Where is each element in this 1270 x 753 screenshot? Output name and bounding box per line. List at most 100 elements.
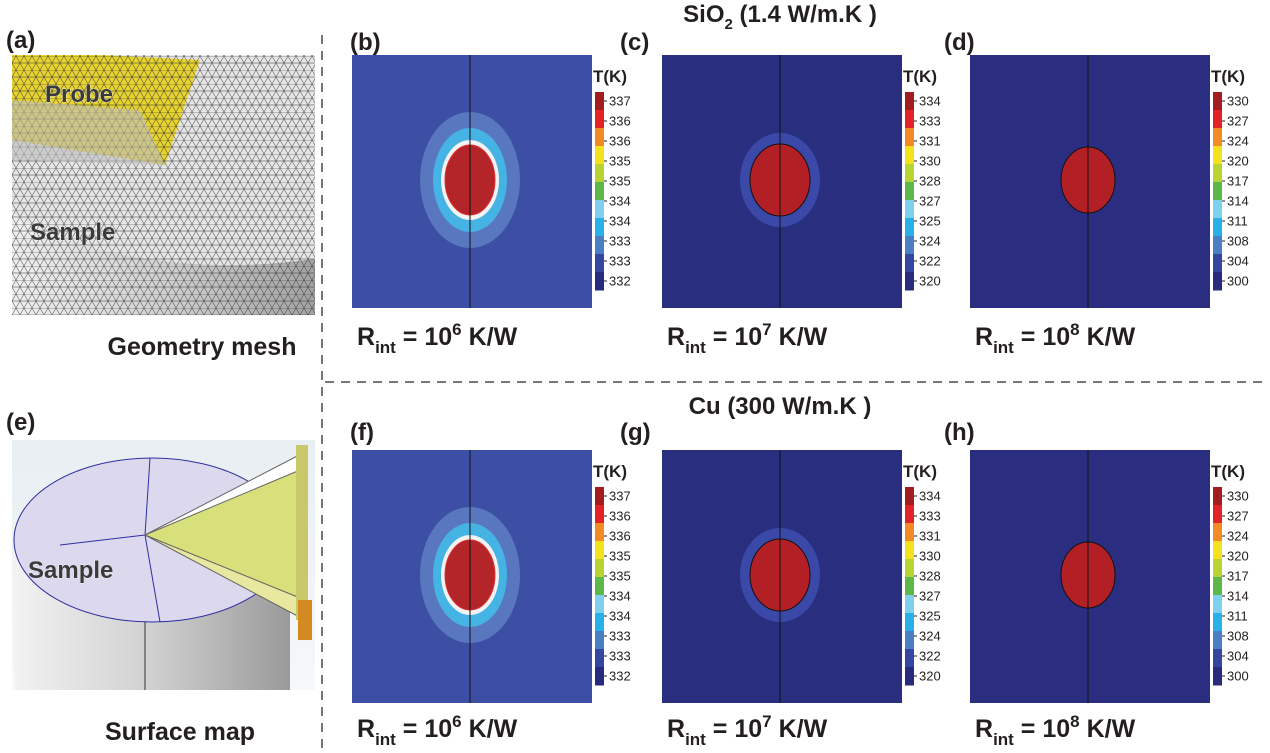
colorbar-segment	[905, 613, 914, 632]
colorbar-tick-label: 334	[609, 214, 631, 229]
colorbar-segment	[595, 92, 604, 111]
colorbar-segment	[1213, 254, 1222, 273]
colorbar-segment	[1213, 595, 1222, 614]
colorbar-tick-label: 327	[919, 194, 941, 209]
colorbar-segment	[1213, 236, 1222, 255]
colorbar-tick-label: 332	[609, 274, 631, 289]
caption-part: = 10	[706, 715, 762, 743]
colorbar-segment	[595, 164, 604, 183]
surface-image	[12, 440, 315, 690]
colorbar-tick-label: 300	[1227, 669, 1249, 684]
colorbar-segment	[1213, 649, 1222, 668]
colorbar-segment	[1213, 146, 1222, 165]
colorbar-tick-label: 331	[919, 134, 941, 149]
probe-label: Probe	[45, 81, 113, 108]
panel-label: (a)	[6, 27, 35, 54]
colorbar-tick-label: 330	[919, 549, 941, 564]
colorbar-tick-label: 325	[919, 609, 941, 624]
colorbar-segment	[1213, 613, 1222, 632]
colorbar-tick-label: 308	[1227, 629, 1249, 644]
colorbar-segment	[905, 487, 914, 506]
panel-label: (h)	[944, 419, 975, 446]
header-text: SiO	[683, 1, 724, 28]
colorbar-segment	[905, 128, 914, 147]
colorbar-segment	[595, 613, 604, 632]
colorbar-segment	[905, 218, 914, 237]
header-text: (1.4 W/m.K )	[733, 1, 877, 28]
colorbar-segment	[905, 110, 914, 129]
colorbar-segment	[1213, 164, 1222, 183]
colorbar-tick-label: 334	[919, 94, 941, 109]
colorbar-segment	[905, 649, 914, 668]
colorbar-tick-label: 330	[1227, 489, 1249, 504]
colorbar-segment	[595, 128, 604, 147]
panel-label: (f)	[350, 419, 374, 446]
colorbar-segment	[595, 559, 604, 578]
colorbar-tick-label: 335	[609, 154, 631, 169]
heat-map	[662, 55, 902, 308]
colorbar-segment	[595, 272, 604, 291]
colorbar-title: T(K)	[903, 462, 937, 481]
colorbar-tick-label: 327	[1227, 509, 1249, 524]
colorbar-tick-label: 324	[919, 629, 941, 644]
colorbar-tick-label: 322	[919, 649, 941, 664]
colorbar-segment	[595, 254, 604, 273]
header-sub: 2	[724, 16, 732, 33]
colorbar-segment	[905, 146, 914, 165]
colorbar-segment	[595, 505, 604, 524]
map-caption: Rint = 106 K/W	[357, 712, 518, 749]
panel-caption: Geometry mesh	[108, 333, 297, 361]
colorbar-tick-label: 335	[609, 174, 631, 189]
colorbar-segment	[595, 595, 604, 614]
map-caption: Rint = 108 K/W	[975, 712, 1136, 749]
colorbar-tick-label: 324	[1227, 529, 1249, 544]
row-header: SiO2 (1.4 W/m.K )	[683, 1, 877, 33]
colorbar-tick-label: 317	[1227, 569, 1249, 584]
caption-part: K/W	[772, 323, 828, 351]
heat-map	[352, 55, 592, 308]
map-caption: Rint = 107 K/W	[667, 712, 828, 749]
caption-part: = 10	[1014, 323, 1070, 351]
map-caption: Rint = 108 K/W	[975, 320, 1136, 357]
colorbar-tick-label: 304	[1227, 254, 1249, 269]
caption-part: R	[667, 323, 685, 351]
colorbar-tick-label: 337	[609, 94, 631, 109]
colorbar-title: T(K)	[593, 67, 627, 86]
colorbar-segment	[595, 577, 604, 596]
map-caption: Rint = 107 K/W	[667, 320, 828, 357]
caption-sub: int	[375, 338, 396, 357]
colorbar-segment	[595, 218, 604, 237]
colorbar-title: T(K)	[1211, 67, 1245, 86]
colorbar-segment	[595, 110, 604, 129]
colorbar-segment	[905, 523, 914, 542]
colorbar-segment	[595, 523, 604, 542]
caption-part: R	[357, 323, 375, 351]
colorbar-segment	[595, 487, 604, 506]
caption-part: R	[357, 715, 375, 743]
colorbar-segment	[595, 200, 604, 219]
mesh-image	[12, 55, 315, 315]
caption-sup: 6	[452, 320, 461, 339]
caption-sup: 8	[1070, 320, 1079, 339]
colorbar-segment	[1213, 272, 1222, 291]
colorbar-tick-label: 334	[609, 589, 631, 604]
colorbar-segment	[1213, 667, 1222, 686]
colorbar-segment	[905, 505, 914, 524]
colorbar-segment	[595, 631, 604, 650]
colorbar-tick-label: 320	[1227, 549, 1249, 564]
colorbar-segment	[905, 577, 914, 596]
colorbar-segment	[1213, 541, 1222, 560]
panel-label: (e)	[6, 409, 35, 436]
colorbar-segment	[595, 649, 604, 668]
panel-label: (b)	[350, 29, 381, 56]
panel-label: (d)	[944, 29, 975, 56]
panel-label: (g)	[620, 419, 651, 446]
caption-sub: int	[993, 730, 1014, 749]
caption-sup: 8	[1070, 712, 1079, 731]
header-text: Cu (300 W/m.K )	[689, 393, 872, 420]
colorbar-tick-label: 328	[919, 174, 941, 189]
colorbar-tick-label: 333	[609, 254, 631, 269]
colorbar-tick-label: 320	[919, 274, 941, 289]
colorbar-segment	[905, 92, 914, 111]
heat-map	[970, 450, 1210, 703]
